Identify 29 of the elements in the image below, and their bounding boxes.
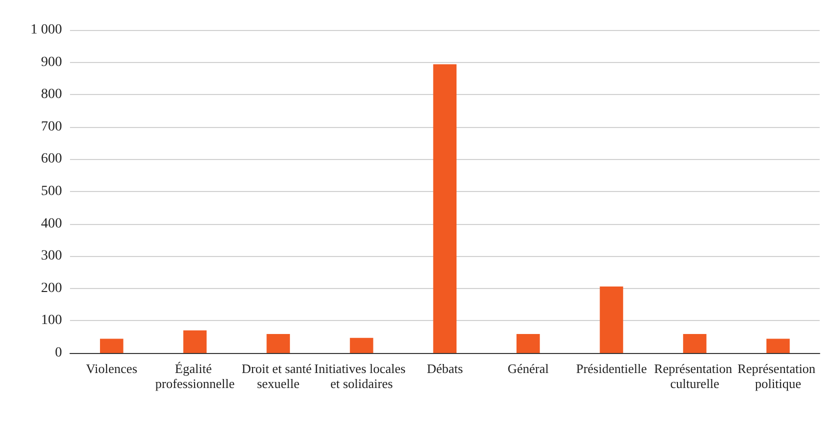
x-tick-label: Violences [86,361,138,376]
bar [516,334,540,353]
bar [183,330,207,353]
y-tick-label: 100 [41,313,62,328]
bar [266,334,290,353]
y-tick-label: 500 [41,184,62,199]
x-tick-label: Général [508,361,550,376]
x-tick-label: Initiatives locales et solidaires [314,361,409,391]
bar [350,338,374,353]
bar [683,334,706,353]
x-tick-label: Représentation culturelle [654,361,736,391]
x-tick-label: Représentation politique [737,361,819,391]
bar [100,338,124,353]
x-tick-label: Droit et santé sexuelle [242,361,315,391]
y-tick-label: 400 [41,216,62,232]
x-tick-label: Égalité professionnelle [155,361,235,391]
y-tick-label: 200 [41,280,62,296]
x-tick-label: Débats [426,361,463,376]
y-tick-label: 0 [55,346,62,360]
bar [433,64,457,353]
bar [766,338,790,353]
y-tick-label: 1 000 [30,22,62,38]
y-tick-label: 700 [41,119,62,134]
x-tick-label: Présidentielle [576,361,648,376]
y-tick-label: 800 [41,87,62,102]
bar [600,286,624,353]
y-tick-label: 600 [41,152,62,167]
y-tick-label: 300 [41,248,62,264]
y-tick-label: 900 [41,54,62,70]
